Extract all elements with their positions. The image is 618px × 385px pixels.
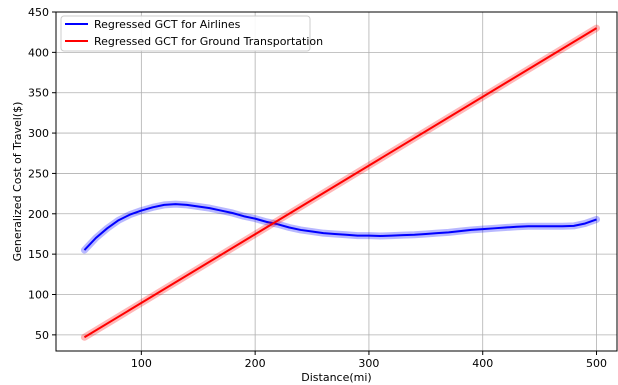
- x-tick-label: 100: [131, 357, 152, 370]
- y-tick-label: 200: [28, 208, 49, 221]
- y-tick-label: 350: [28, 87, 49, 100]
- axis-ticks: 100 200 300 400 500 50 100 150 200 250 300 350 400 45…: [28, 6, 607, 370]
- legend-box: [60, 15, 311, 52]
- y-axis-label: Generalized Cost of Travel($): [11, 102, 24, 262]
- y-tick-label: 250: [28, 167, 49, 180]
- x-tick-label: 400: [472, 357, 493, 370]
- plot-frame: [55, 11, 618, 352]
- x-tick-label: 200: [245, 357, 266, 370]
- x-tick-label: 500: [586, 357, 607, 370]
- series-0-line: [83, 203, 597, 251]
- legend: Regressed GCT for Airlines Regressed GCT …: [60, 15, 323, 52]
- y-tick-label: 50: [35, 329, 49, 342]
- y-tick-label: 400: [28, 46, 49, 59]
- y-tick-label: 450: [28, 6, 49, 19]
- y-tick-label: 100: [28, 289, 49, 302]
- legend-entry-label: Regressed GCT for Ground Transportation: [94, 35, 323, 48]
- y-tick-label: 300: [28, 127, 49, 140]
- x-axis-label: Distance(mi): [301, 371, 371, 384]
- x-tick-label: 300: [358, 357, 379, 370]
- legend-entry-label: Regressed GCT for Airlines: [94, 18, 241, 31]
- series-1-line: [83, 27, 598, 339]
- y-tick-label: 150: [28, 248, 49, 261]
- series-lines: [80, 24, 601, 341]
